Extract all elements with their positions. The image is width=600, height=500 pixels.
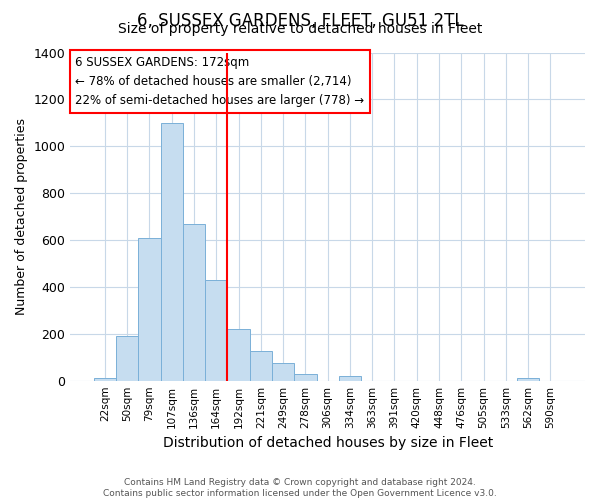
Text: 6, SUSSEX GARDENS, FLEET, GU51 2TL: 6, SUSSEX GARDENS, FLEET, GU51 2TL <box>137 12 463 30</box>
Bar <box>205 280 227 380</box>
Bar <box>116 336 138 380</box>
Bar <box>94 378 116 380</box>
Y-axis label: Number of detached properties: Number of detached properties <box>15 118 28 315</box>
Bar <box>250 352 272 380</box>
Bar <box>138 238 161 380</box>
Bar <box>294 374 317 380</box>
Bar <box>161 123 183 380</box>
Bar <box>227 329 250 380</box>
Text: 6 SUSSEX GARDENS: 172sqm
← 78% of detached houses are smaller (2,714)
22% of sem: 6 SUSSEX GARDENS: 172sqm ← 78% of detach… <box>76 56 365 107</box>
Bar <box>517 378 539 380</box>
Bar <box>272 363 294 380</box>
X-axis label: Distribution of detached houses by size in Fleet: Distribution of detached houses by size … <box>163 436 493 450</box>
Bar <box>183 224 205 380</box>
Text: Contains HM Land Registry data © Crown copyright and database right 2024.
Contai: Contains HM Land Registry data © Crown c… <box>103 478 497 498</box>
Text: Size of property relative to detached houses in Fleet: Size of property relative to detached ho… <box>118 22 482 36</box>
Bar <box>339 376 361 380</box>
